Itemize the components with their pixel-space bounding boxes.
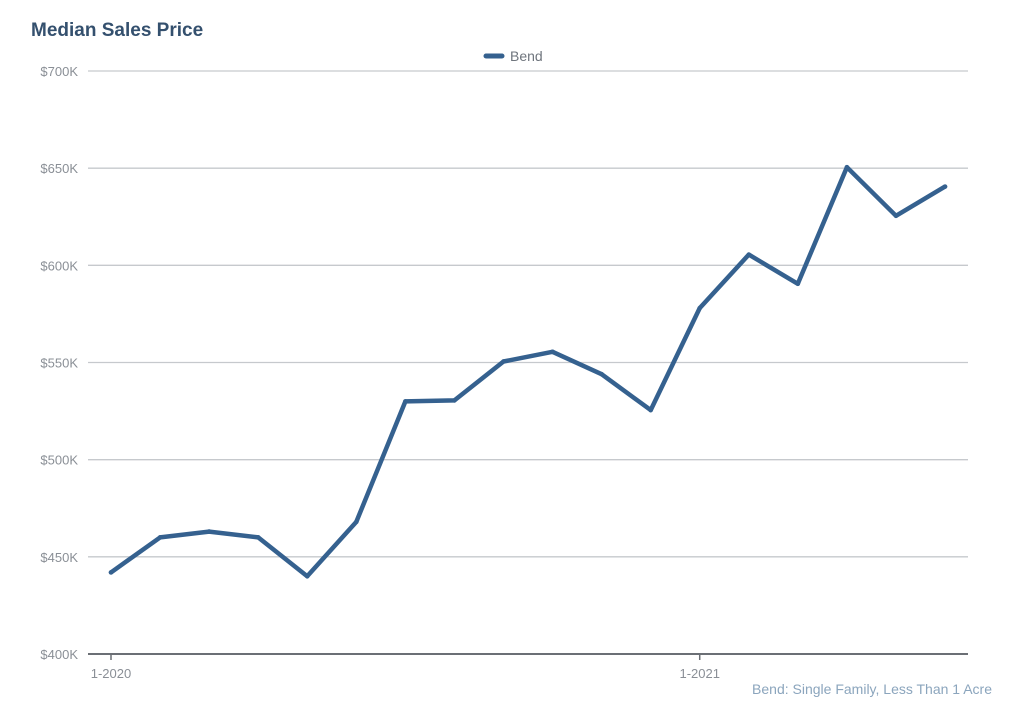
chart-title: Median Sales Price [31, 20, 204, 41]
data-point [893, 213, 899, 219]
data-point [550, 349, 555, 355]
data-point [648, 407, 653, 413]
data-point [599, 371, 604, 377]
y-tick-label: $400K [40, 647, 78, 662]
data-point [746, 252, 752, 257]
data-point [157, 535, 163, 540]
y-tick-label: $550K [40, 356, 78, 371]
data-point [304, 573, 310, 579]
chart-annotation: Bend: Single Family, Less Than 1 Acre [752, 681, 992, 697]
gridlines [88, 70, 968, 558]
series-lines [108, 164, 948, 579]
data-point [501, 359, 506, 364]
x-axis-ticks: 1-2020 1-2021 [91, 654, 720, 681]
data-point [452, 398, 457, 403]
data-point [697, 305, 703, 311]
data-point [795, 281, 801, 287]
x-tick-label: 1-2021 [679, 666, 719, 681]
y-tick-label: $700K [40, 64, 78, 79]
y-axis-tick-labels: $400K $450K $500K $550K $600K $650K $700K [40, 64, 78, 662]
data-point [206, 529, 212, 534]
y-tick-label: $500K [40, 453, 78, 468]
legend-label: Bend [510, 48, 543, 64]
data-point [844, 164, 850, 170]
data-point [942, 184, 948, 189]
series-line-bend [108, 164, 948, 579]
y-tick-label: $450K [40, 550, 78, 565]
data-point [108, 570, 114, 575]
legend: Bend [483, 48, 543, 64]
data-point [403, 399, 408, 404]
y-tick-label: $650K [40, 161, 78, 176]
data-point [354, 519, 359, 525]
data-point [255, 535, 261, 540]
y-tick-label: $600K [40, 258, 78, 273]
x-tick-label: 1-2020 [91, 666, 131, 681]
